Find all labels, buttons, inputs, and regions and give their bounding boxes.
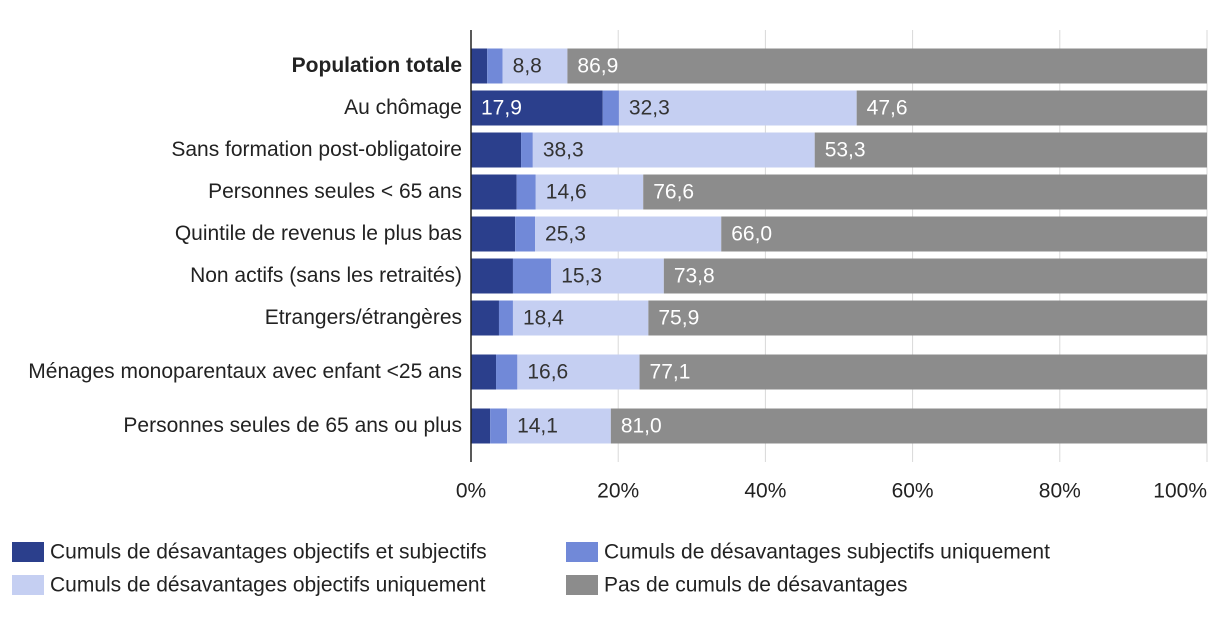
bar-segment [471, 300, 499, 336]
value-label: 73,8 [674, 265, 715, 288]
bar-segment [502, 48, 568, 84]
legend-swatch [566, 542, 598, 562]
bar-segment [551, 258, 664, 294]
bar-segment [610, 408, 1207, 444]
bar-segment [814, 132, 1207, 168]
category-label: Personnes seules de 65 ans ou plus [123, 414, 462, 437]
bar-segment [515, 216, 536, 252]
value-label: 76,6 [653, 181, 694, 204]
x-tick-label: 20% [597, 480, 639, 503]
bar-segment [602, 90, 619, 126]
value-label: 14,6 [546, 181, 587, 204]
value-label: 86,9 [577, 55, 618, 78]
bar-segment [496, 354, 518, 390]
bar-segment [856, 90, 1207, 126]
category-label: Etrangers/étrangères [264, 306, 462, 329]
legend-label: Pas de cumuls de désavantages [604, 574, 908, 597]
category-label: Non actifs (sans les retraités) [190, 264, 462, 287]
value-label: 14,1 [517, 415, 558, 438]
x-tick-label: 40% [744, 480, 786, 503]
bar-segment [471, 174, 517, 210]
bar-segment [487, 48, 503, 84]
bar-segment [498, 300, 513, 336]
bar-segment [567, 48, 1207, 84]
category-label: Quintile de revenus le plus bas [174, 222, 462, 245]
bar-segment [512, 258, 552, 294]
bar-segment [639, 354, 1207, 390]
bar-segment [512, 300, 649, 336]
bar-segment [471, 132, 522, 168]
bar-segment [471, 48, 488, 84]
bar-segment [471, 216, 516, 252]
value-label: 25,3 [545, 223, 586, 246]
legend-label: Cumuls de désavantages objectifs uniquem… [50, 574, 486, 597]
value-label: 47,6 [867, 97, 908, 120]
value-label: 77,1 [650, 361, 691, 384]
bar-segment [648, 300, 1207, 336]
bar-segment [521, 132, 533, 168]
value-label: 81,0 [621, 415, 662, 438]
category-label: Au chômage [344, 96, 462, 119]
value-label: 8,8 [513, 55, 542, 78]
bar-segment [490, 408, 508, 444]
value-label: 18,4 [523, 307, 564, 330]
legend-label: Cumuls de désavantages subjectifs unique… [604, 541, 1050, 564]
x-tick-label: 80% [1039, 480, 1081, 503]
bar-segment [471, 90, 603, 126]
category-label: Population totale [291, 54, 462, 77]
value-label: 66,0 [731, 223, 772, 246]
legend-swatch [12, 542, 44, 562]
value-label: 15,3 [561, 265, 602, 288]
category-label: Ménages monoparentaux avec enfant <25 an… [28, 360, 462, 383]
legend-swatch [12, 575, 44, 595]
bar-segment [535, 174, 644, 210]
x-tick-label: 60% [892, 480, 934, 503]
legend-label: Cumuls de désavantages objectifs et subj… [50, 541, 487, 564]
bar-segment [471, 408, 491, 444]
bar-segment [532, 132, 815, 168]
value-label: 17,9 [481, 97, 522, 120]
bar-segment [535, 216, 722, 252]
bar-segment [517, 354, 640, 390]
bar-segment [471, 354, 497, 390]
value-label: 53,3 [825, 139, 866, 162]
value-label: 75,9 [658, 307, 699, 330]
bar-segment [471, 258, 513, 294]
bar-segment [516, 174, 536, 210]
value-label: 38,3 [543, 139, 584, 162]
bar-segment [663, 258, 1207, 294]
bar-segment [643, 174, 1207, 210]
x-tick-label: 0% [456, 480, 486, 503]
bar-segment [507, 408, 611, 444]
value-label: 16,6 [527, 361, 568, 384]
category-label: Personnes seules < 65 ans [208, 180, 462, 203]
bar-segment [721, 216, 1207, 252]
legend-swatch [566, 575, 598, 595]
value-label: 32,3 [629, 97, 670, 120]
bar-segment [618, 90, 857, 126]
x-tick-label: 100% [1153, 480, 1207, 503]
category-label: Sans formation post-obligatoire [171, 138, 462, 161]
